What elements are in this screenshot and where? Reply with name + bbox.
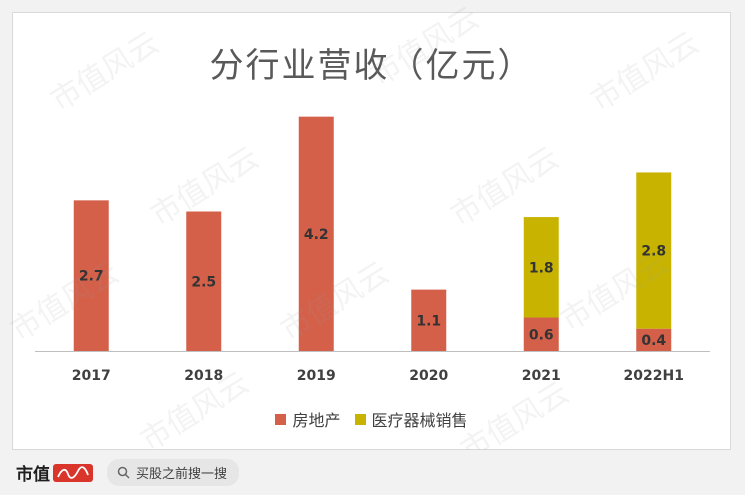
brand: 市值 xyxy=(16,460,93,485)
data-label: 2.5 xyxy=(191,274,216,290)
bar-real-estate-2018 xyxy=(186,211,222,351)
search-box[interactable]: 买股之前搜一搜 xyxy=(107,459,240,486)
brand-name: 市值 xyxy=(16,465,50,485)
bar-medical-2021 xyxy=(523,217,559,318)
data-label: 0.4 xyxy=(641,333,666,349)
data-label: 0.6 xyxy=(529,327,554,343)
x-tick-label: 2022H1 xyxy=(624,368,684,384)
bar-medical-2022H1 xyxy=(636,172,672,329)
data-label: 1.1 xyxy=(416,313,441,329)
bar-real-estate-2019 xyxy=(298,116,334,351)
data-label: 2.8 xyxy=(641,244,666,260)
x-tick-label: 2019 xyxy=(297,368,336,384)
brand-logo-icon xyxy=(53,463,93,482)
bar-real-estate-2020 xyxy=(411,289,447,351)
bar-real-estate-2022H1 xyxy=(636,328,672,351)
chart-card: 分行业营收（亿元） 房地产 医疗器械销售 xyxy=(12,12,731,450)
bar-real-estate-2017 xyxy=(73,200,109,351)
search-icon xyxy=(117,466,130,479)
chart-legend: 房地产 医疗器械销售 xyxy=(13,407,730,431)
legend-item-medical: 医疗器械销售 xyxy=(354,407,468,431)
x-tick-label: 2018 xyxy=(184,368,223,384)
search-placeholder: 买股之前搜一搜 xyxy=(136,467,228,482)
chart-title: 分行业营收（亿元） xyxy=(209,46,534,86)
legend-label-real-estate: 房地产 xyxy=(292,411,341,430)
x-tick-label: 2020 xyxy=(409,368,448,384)
legend-item-real-estate: 房地产 xyxy=(275,407,341,431)
data-label: 2.7 xyxy=(79,269,104,285)
x-tick-label: 2017 xyxy=(72,368,111,384)
legend-swatch-medical xyxy=(354,413,366,425)
x-tick-label: 2021 xyxy=(522,368,561,384)
data-label: 4.2 xyxy=(304,227,329,243)
legend-label-medical: 医疗器械销售 xyxy=(371,411,468,430)
data-label: 1.8 xyxy=(529,260,554,276)
footer-bar: 市值 买股之前搜一搜 xyxy=(0,450,745,495)
legend-swatch-real-estate xyxy=(275,413,287,425)
bar-real-estate-2021 xyxy=(523,317,559,351)
